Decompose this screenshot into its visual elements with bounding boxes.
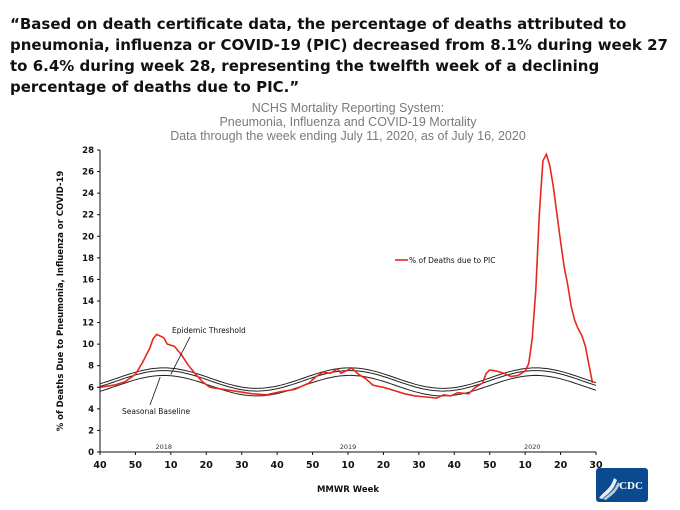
x-tick-group: 40 50 10 20 30 40 50 10 20 30 40 50 10 20 30 [93,452,603,471]
y-tick-label: 24 [82,189,94,199]
x-tick-label: 20 [377,460,391,471]
cdc-logo: CDC [596,468,648,502]
seasonal-baseline-group [99,374,597,397]
series-line-pic [99,152,594,399]
y-tick-label: 16 [82,275,94,285]
y-axis-label: % of Deaths Due to Pneumonia, Influenza … [56,171,66,432]
chart-subtitle-line-2: Data through the week ending July 11, 20… [170,129,526,143]
year-label-group: 2018 2019 2020 [155,443,540,451]
x-tick-label: 10 [519,460,533,471]
annotation-arrow-baseline [149,376,161,406]
chart-title-block: NCHS Mortality Reporting System: Pneumon… [100,101,596,143]
y-tick-label: 14 [82,297,94,307]
y-tick-label: 22 [82,211,94,221]
year-label: 2019 [340,443,357,451]
x-tick-label: 40 [271,460,285,471]
x-tick-label: 20 [200,460,214,471]
y-tick-label: 10 [82,340,94,350]
annotation-arrow-threshold [170,336,191,375]
y-tick-label: 2 [88,426,94,436]
legend: % of Deaths due to PIC [395,256,496,265]
series-line-threshold-upper [99,367,597,389]
x-tick-label: 50 [483,460,497,471]
x-tick-label: 40 [93,460,107,471]
x-tick-label: 30 [412,460,426,471]
y-tick-label: 6 [88,383,94,393]
x-tick-label: 50 [306,460,320,471]
y-tick-label: 26 [82,168,94,178]
year-label: 2018 [155,443,172,451]
cdc-logo-icon: CDC [596,468,648,502]
x-tick-label: 30 [589,460,603,471]
quote-text: “Based on death certificate data, the pe… [10,15,668,96]
x-tick-label: 10 [164,460,178,471]
annotation-epidemic-threshold: Epidemic Threshold [172,326,246,335]
x-tick-label: 20 [554,460,568,471]
x-tick-label: 40 [448,460,462,471]
y-tick-label: 4 [88,405,94,415]
y-tick-label: 8 [88,362,94,372]
y-tick-label: 18 [82,254,94,264]
y-tick-label: 12 [82,319,94,329]
chart-subtitle-line-1: Pneumonia, Influenza and COVID-19 Mortal… [219,115,477,129]
year-label: 2020 [524,443,541,451]
legend-label-pic: % of Deaths due to PIC [409,256,496,265]
x-tick-label: 10 [341,460,355,471]
annotation-group: Epidemic Threshold Seasonal Baseline [122,326,246,416]
cdc-logo-text: CDC [619,480,643,492]
x-tick-label: 50 [129,460,143,471]
chart-title: NCHS Mortality Reporting System: [251,101,445,115]
x-axis-label: MMWR Week [317,485,379,495]
epidemic-threshold-group [99,367,597,392]
x-tick-label: 30 [235,460,249,471]
series-line-baseline [99,374,597,397]
annotation-seasonal-baseline: Seasonal Baseline [122,407,190,416]
y-tick-label: 28 [82,146,94,156]
y-tick-label: 0 [88,448,94,458]
y-tick-label: 20 [82,232,94,242]
